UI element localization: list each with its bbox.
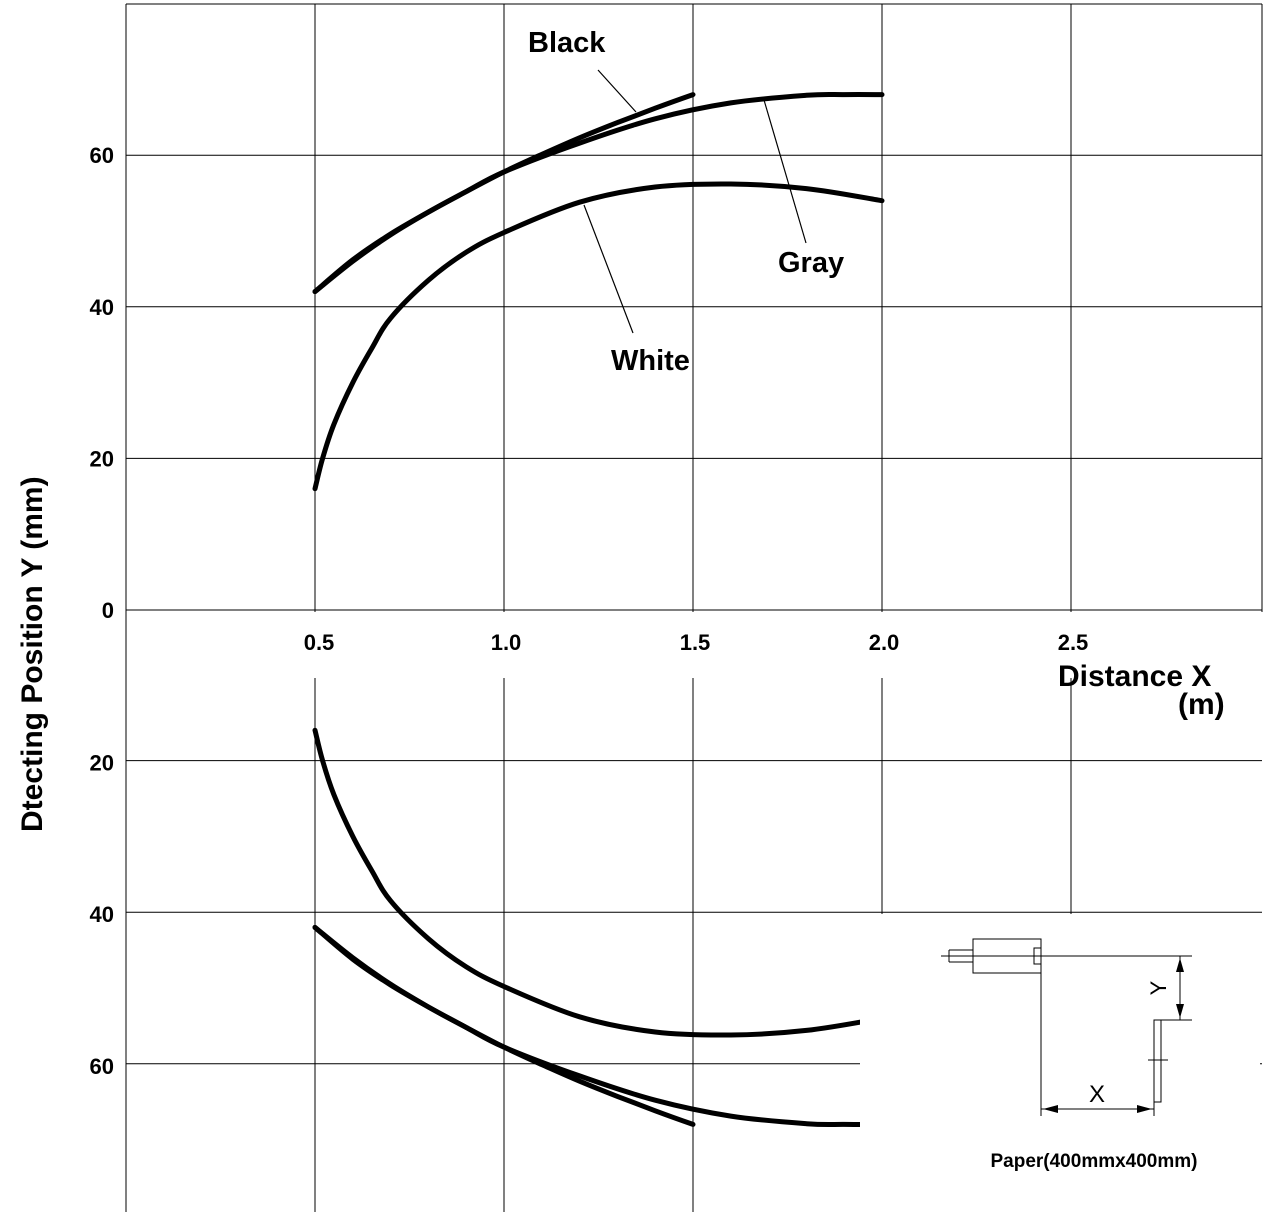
- inset-x-label: X: [1089, 1081, 1105, 1108]
- y-tick-label: 20: [90, 751, 114, 776]
- measurement-setup-diagram: Y X Paper(400mmx400mm): [860, 914, 1260, 1212]
- y-tick-label: 0: [102, 598, 114, 623]
- paper-target: [1153, 1019, 1162, 1103]
- label-white: White: [611, 345, 690, 377]
- leader-black: [597, 69, 637, 113]
- leader-white: [583, 204, 634, 334]
- inset-y-label: Y: [1146, 980, 1171, 995]
- leader-gray: [763, 99, 807, 244]
- x-tick-label: 2.5: [1058, 630, 1089, 655]
- y-tick-label: 20: [90, 446, 114, 471]
- series-white-upper: [312, 181, 885, 492]
- y-tick-label: 40: [90, 902, 114, 927]
- x-tick-label: 1.0: [491, 630, 522, 655]
- series-gray-upper: [312, 91, 885, 295]
- x-axis-unit: (m): [1178, 688, 1225, 721]
- y-axis-label: Dtecting Position Y (mm): [16, 476, 49, 832]
- x-tick-label: 0.5: [304, 630, 335, 655]
- x-tick-label: 1.5: [680, 630, 711, 655]
- label-gray: Gray: [778, 247, 844, 279]
- label-black: Black: [528, 27, 606, 59]
- y-tick-label: 60: [90, 143, 114, 168]
- y-tick-label: 60: [90, 1054, 114, 1079]
- x-axis-label: Distance X: [1058, 660, 1211, 693]
- labels: Distance X (m) Dtecting Position Y (mm) …: [16, 27, 1225, 832]
- inset-caption: Paper(400mmx400mm): [990, 1151, 1197, 1172]
- y-tick-label: 40: [90, 295, 114, 320]
- curves: [312, 91, 885, 1128]
- series-white-lower: [312, 727, 885, 1038]
- x-tick-label: 2.0: [869, 630, 900, 655]
- series-gray-lower: [312, 924, 885, 1128]
